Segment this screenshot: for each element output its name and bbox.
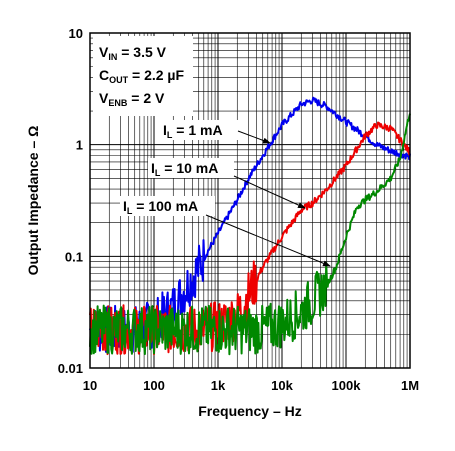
x-tick-label: 10 <box>83 378 97 393</box>
series-line-2 <box>89 121 411 356</box>
label-bg-10ma <box>148 158 234 178</box>
condition-cout: COUT = 2.2 µF <box>99 67 184 85</box>
conditions-box <box>93 36 193 116</box>
x-tick-label: 1M <box>401 378 419 393</box>
series-label-10ma: IL = 10 mA <box>151 160 218 178</box>
arrow-100ma <box>205 214 331 267</box>
y-tick-label: 1 <box>76 138 83 153</box>
x-tick-label: 100 <box>143 378 165 393</box>
condition-vin: VIN = 3.5 V <box>99 44 167 62</box>
x-tick-label: 100k <box>332 378 362 393</box>
label-bg-100ma <box>120 196 215 216</box>
series-label-1ma: IL = 1 mA <box>163 122 223 140</box>
series-layer <box>89 96 411 356</box>
y-tick-label: 0.01 <box>58 361 83 376</box>
y-tick-label: 10 <box>69 26 83 41</box>
series-line-3 <box>89 113 411 356</box>
x-tick-label: 1k <box>211 378 226 393</box>
series-label-100ma: IL = 100 mA <box>123 198 198 216</box>
condition-venb: VENB = 2 V <box>99 90 165 108</box>
x-axis-label: Frequency – Hz <box>198 403 301 419</box>
arrow-1ma <box>237 130 271 144</box>
y-axis-label: Output Impedance – Ω <box>25 126 41 276</box>
plot-frame <box>89 32 411 369</box>
arrow-10ma <box>233 175 306 209</box>
tick-labels: 10 100 1k 10k 100k 1M 0.01 0.1 1 10 <box>58 26 419 393</box>
y-tick-label: 0.1 <box>65 249 83 264</box>
label-bg-1ma <box>160 120 238 140</box>
x-tick-label: 10k <box>271 378 293 393</box>
